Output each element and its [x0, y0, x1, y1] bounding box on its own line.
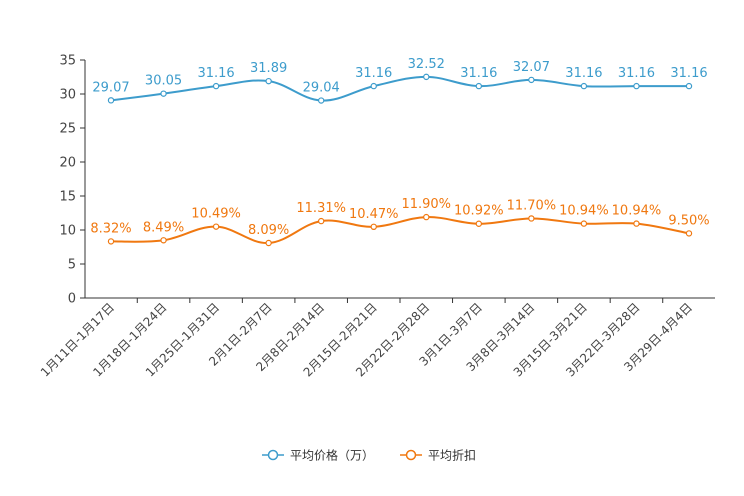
data-point: [633, 220, 640, 227]
legend-label: 平均价格（万）: [290, 448, 374, 463]
data-label: 10.94%: [559, 204, 609, 219]
legend-item[interactable]: 平均折扣: [400, 448, 476, 463]
data-point: [212, 223, 220, 230]
data-label: 31.16: [460, 66, 497, 81]
data-point: [580, 82, 588, 90]
data-point: [580, 220, 588, 227]
series-lines: [107, 73, 693, 247]
data-label: 8.09%: [248, 223, 289, 238]
data-point: [370, 82, 377, 90]
y-tick-label: 5: [68, 258, 76, 273]
y-tick-label: 0: [68, 292, 76, 307]
data-point: [265, 239, 272, 247]
legend-label: 平均折扣: [428, 448, 476, 463]
data-point: [160, 90, 167, 97]
legend-marker-icon: [267, 449, 279, 461]
data-point: [370, 223, 377, 231]
data-label: 31.16: [197, 66, 234, 81]
data-point: [423, 73, 430, 81]
data-label: 10.94%: [612, 204, 662, 219]
y-tick-label: 35: [59, 54, 76, 69]
data-label: 11.70%: [507, 198, 557, 213]
data-label: 10.92%: [454, 204, 504, 219]
data-point: [475, 220, 483, 227]
data-label: 31.16: [355, 66, 392, 81]
data-point: [685, 82, 693, 90]
data-label: 32.52: [408, 57, 445, 72]
legend-marker-icon: [405, 449, 417, 461]
legend[interactable]: 平均价格（万） 平均折扣: [262, 448, 476, 463]
series-line-1: [110, 216, 690, 244]
y-tick-label: 25: [59, 122, 76, 137]
y-tick-label: 30: [59, 88, 76, 103]
data-point: [212, 82, 220, 90]
data-point: [685, 230, 693, 237]
data-label: 8.32%: [90, 221, 131, 236]
data-label: 11.31%: [296, 201, 346, 216]
data-point: [633, 82, 640, 90]
data-label: 32.07: [513, 60, 550, 75]
data-label: 31.89: [250, 61, 287, 76]
legend-item[interactable]: 平均价格（万）: [262, 448, 374, 463]
data-point: [317, 97, 325, 104]
data-label: 8.49%: [143, 220, 184, 235]
data-label: 11.90%: [401, 197, 451, 212]
series-line-0: [110, 75, 689, 102]
data-point: [107, 238, 115, 245]
data-point: [160, 237, 167, 244]
data-label: 10.49%: [191, 207, 241, 222]
data-label: 29.04: [303, 81, 340, 96]
data-label: 29.07: [92, 80, 129, 95]
data-point: [423, 213, 430, 221]
data-label: 10.47%: [349, 207, 399, 222]
y-tick-label: 20: [59, 156, 76, 171]
data-labels: 29.07 30.05 31.16 31.89 29.04 31.16 32.52 31.16…: [90, 57, 709, 238]
data-label: 31.16: [618, 66, 655, 81]
data-point: [475, 82, 483, 90]
y-tick-label: 10: [59, 224, 76, 239]
data-point: [317, 217, 325, 225]
data-point: [265, 77, 272, 85]
data-label: 31.16: [565, 66, 602, 81]
data-point: [528, 76, 535, 84]
data-point: [107, 97, 115, 104]
data-label: 31.16: [670, 66, 707, 81]
data-label: 9.50%: [668, 213, 709, 228]
data-label: 30.05: [145, 74, 182, 89]
data-point: [528, 215, 535, 222]
y-tick-label: 15: [59, 190, 76, 205]
